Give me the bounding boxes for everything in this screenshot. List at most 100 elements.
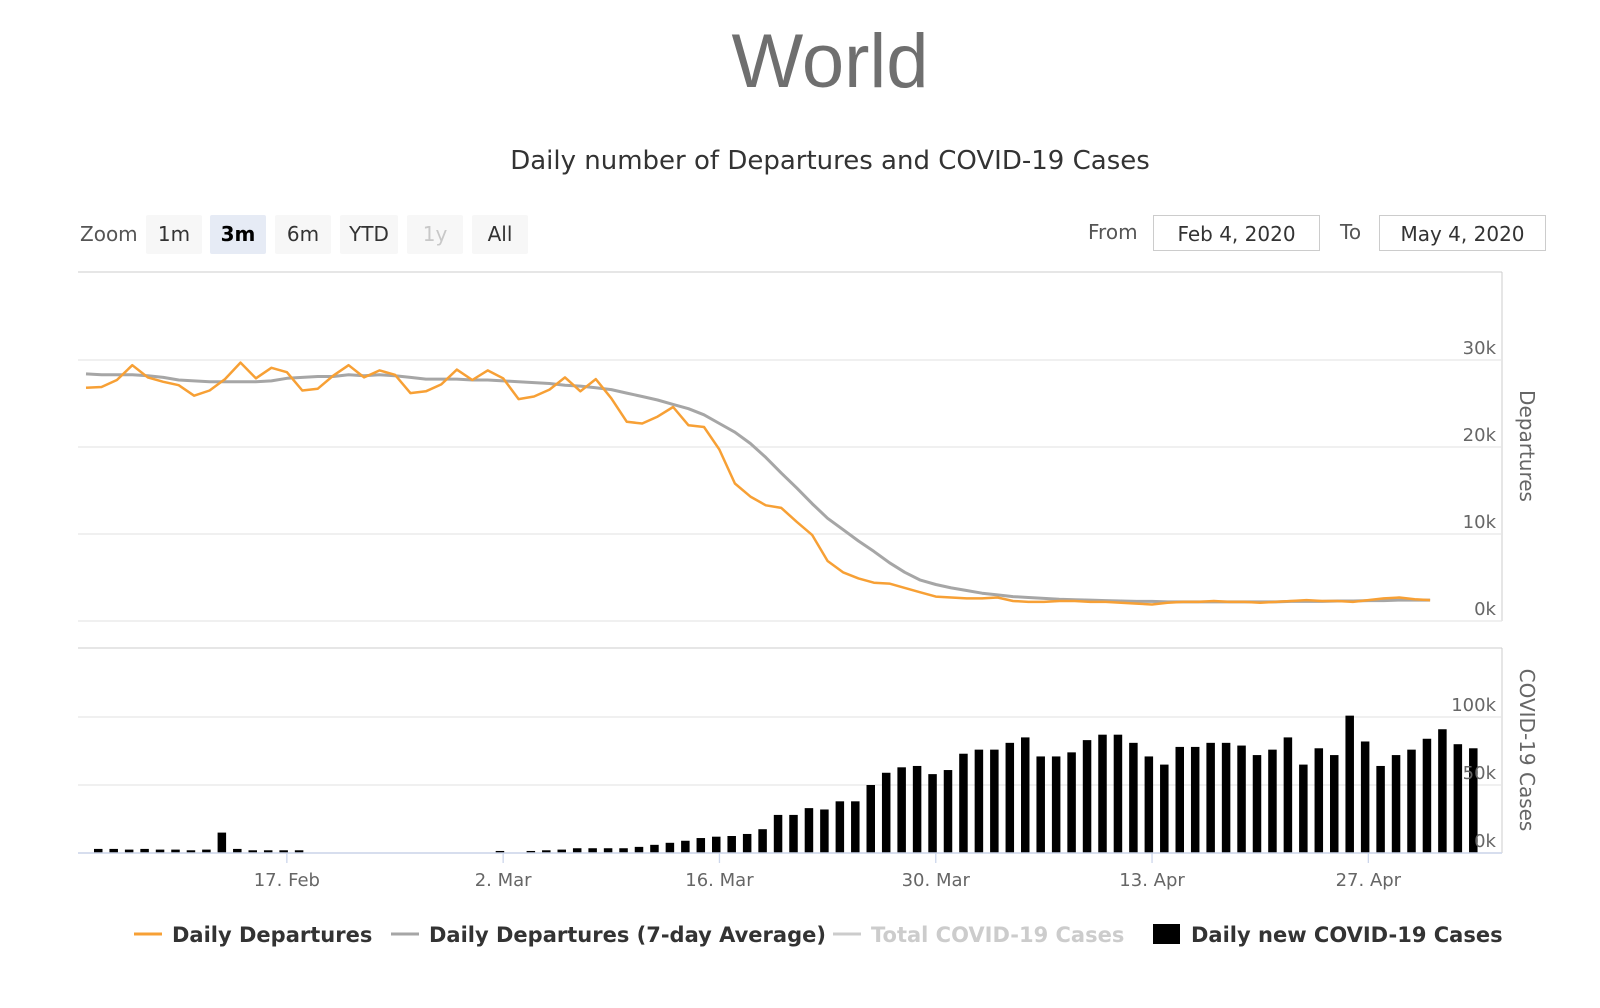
x-tick-label: 17. Feb <box>254 870 320 891</box>
legend-item[interactable]: Daily new COVID-19 Cases <box>1153 923 1503 947</box>
daily-cases-bar <box>603 848 613 853</box>
to-label: To <box>1340 220 1362 244</box>
daily-cases-bar <box>1407 749 1416 853</box>
daily-cases-bar <box>1391 755 1401 853</box>
daily-cases-bar <box>1453 744 1463 853</box>
daily-cases-bar <box>1299 764 1308 853</box>
daily-cases-bar <box>835 801 845 853</box>
legend-label: Daily new COVID-19 Cases <box>1191 923 1503 947</box>
daily-cases-bar <box>263 850 273 853</box>
legend-item[interactable]: Daily Departures (7-day Average) <box>391 923 826 947</box>
daily-cases-bar <box>1221 742 1231 853</box>
daily-cases-bar <box>1098 734 1107 853</box>
legend-label: Total COVID-19 Cases <box>871 923 1124 947</box>
legend-label: Daily Departures <box>172 923 372 947</box>
daily-cases-bar <box>140 848 149 853</box>
daily-cases-bar <box>294 850 304 853</box>
daily-cases-bar <box>1082 740 1092 853</box>
daily-cases-bar <box>279 850 288 853</box>
cases-tick-label: 100k <box>1451 695 1496 716</box>
daily-cases-bar <box>1190 746 1200 853</box>
daily-cases-bar <box>124 849 134 853</box>
daily-cases-bar <box>248 850 257 853</box>
daily-cases-bar <box>1283 737 1293 853</box>
daily-cases-bar <box>1067 752 1076 853</box>
zoom-all-button[interactable]: All <box>472 215 528 254</box>
departures-axis-title: Departures <box>1515 390 1539 502</box>
daily-cases-bar <box>1438 729 1447 853</box>
daily-cases-bar <box>1005 742 1015 853</box>
from-label: From <box>1088 220 1138 244</box>
daily-cases-bar <box>943 770 953 853</box>
daily-cases-bar <box>1237 745 1246 853</box>
page-title: World <box>731 19 929 104</box>
daily-cases-bar <box>1360 741 1370 853</box>
daily-cases-bar <box>202 849 211 853</box>
daily-departures-line <box>85 361 1431 606</box>
cases-axis-title: COVID-19 Cases <box>1515 669 1539 832</box>
zoom-label: Zoom <box>80 222 138 246</box>
daily-cases-bar <box>1160 764 1169 853</box>
daily-cases-bar <box>665 842 675 853</box>
zoom-1y-button: 1y <box>407 215 463 254</box>
zoom-ytd-button[interactable]: YTD <box>340 215 398 254</box>
daily-cases-bar <box>881 772 891 853</box>
x-tick-label: 27. Apr <box>1336 870 1402 891</box>
daily-cases-bar <box>557 849 566 853</box>
x-tick-label: 13. Apr <box>1119 870 1185 891</box>
from-date-input[interactable]: Feb 4, 2020 <box>1153 215 1320 251</box>
daily-cases-bar <box>526 850 536 853</box>
zoom-1m-button[interactable]: 1m <box>146 215 202 254</box>
daily-cases-bar <box>851 801 860 853</box>
daily-cases-bar <box>650 844 659 853</box>
daily-cases-bar <box>866 785 875 853</box>
daily-cases-bar <box>681 840 690 853</box>
avg-departures-line <box>85 372 1431 604</box>
daily-cases-bar <box>233 848 242 853</box>
daily-cases-bar <box>804 808 814 853</box>
daily-cases-bar <box>495 850 505 853</box>
legend-bar-symbol <box>1153 924 1180 944</box>
daily-cases-bar <box>1051 756 1061 853</box>
daily-cases-bar <box>1175 746 1184 853</box>
departures-tick-label: 10k <box>1463 512 1497 533</box>
legend-item[interactable]: Total COVID-19 Cases <box>833 923 1124 947</box>
legend-item[interactable]: Daily Departures <box>134 923 372 947</box>
daily-cases-bar <box>696 838 706 853</box>
daily-cases-bar <box>1376 765 1385 853</box>
daily-cases-bar <box>186 850 196 853</box>
daily-cases-bar <box>542 850 551 853</box>
x-tick-label: 2. Mar <box>475 870 532 891</box>
daily-cases-bar <box>912 765 922 853</box>
daily-cases-bar <box>990 749 999 853</box>
daily-cases-bar <box>1469 748 1478 853</box>
daily-cases-bar <box>155 849 165 853</box>
daily-cases-bar <box>974 749 984 853</box>
departures-tick-label: 0k <box>1474 599 1496 620</box>
daily-cases-bar <box>773 814 783 853</box>
daily-cases-bar <box>742 833 752 853</box>
daily-cases-bar <box>634 846 644 853</box>
x-tick-label: 16. Mar <box>685 870 754 891</box>
daily-cases-bar <box>1252 755 1262 853</box>
cases-tick-label: 0k <box>1474 831 1496 852</box>
daily-cases-bar <box>1144 756 1154 853</box>
daily-cases-bar <box>619 848 628 853</box>
daily-cases-bar <box>572 848 582 853</box>
daily-cases-bar <box>712 836 721 853</box>
daily-cases-bar <box>1036 756 1045 853</box>
daily-cases-bar <box>1129 742 1138 853</box>
zoom-3m-button[interactable]: 3m <box>210 215 266 254</box>
cases-tick-label: 50k <box>1463 763 1497 784</box>
departures-tick-label: 20k <box>1463 425 1497 446</box>
daily-cases-bar <box>727 836 736 853</box>
daily-cases-bar <box>959 753 968 853</box>
daily-cases-bar <box>1330 755 1339 853</box>
zoom-6m-button[interactable]: 6m <box>275 215 331 254</box>
x-tick-label: 30. Mar <box>902 870 971 891</box>
daily-cases-bar <box>820 809 829 853</box>
daily-cases-bar <box>171 849 180 853</box>
to-date-input[interactable]: May 4, 2020 <box>1379 215 1546 251</box>
daily-cases-bar <box>1206 742 1215 853</box>
